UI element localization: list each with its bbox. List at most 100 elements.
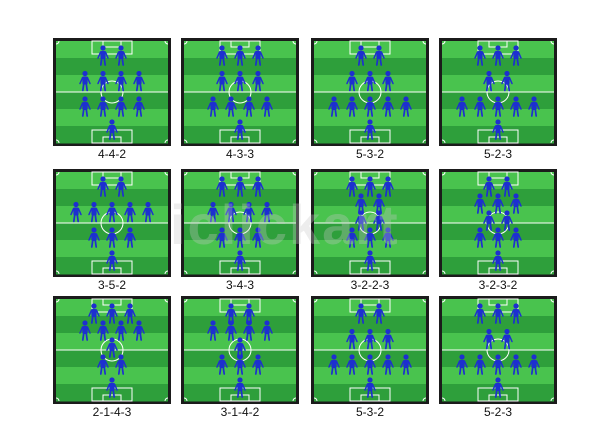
corner-arc	[550, 139, 555, 144]
bottom-goal-box	[360, 394, 380, 402]
formation-label: 3-4-3	[225, 278, 254, 292]
player-icon	[483, 70, 495, 92]
player-icon	[492, 96, 504, 117]
player-icon	[133, 96, 145, 117]
corner-arc	[164, 270, 169, 275]
corner-arc	[164, 171, 169, 176]
player-icon	[97, 45, 109, 66]
player-icon	[456, 96, 468, 117]
player-icon	[510, 354, 522, 375]
player-icon	[501, 328, 513, 350]
player-icon	[346, 70, 358, 92]
player-icon	[216, 176, 228, 197]
player-icon	[501, 176, 513, 197]
formation-label: 5-3-2	[355, 147, 384, 161]
player-icon	[346, 176, 358, 197]
pitch-stripe	[314, 384, 426, 402]
pitch-stripe	[442, 58, 554, 76]
pitch-stripe	[56, 189, 168, 207]
corner-arc	[55, 139, 60, 144]
player-icon	[106, 377, 118, 398]
player-icon	[207, 96, 219, 117]
pitch-stripe	[56, 41, 168, 59]
player-icon	[474, 193, 486, 214]
formation-label: 3-1-4-2	[220, 405, 260, 419]
player-icon	[234, 45, 246, 66]
formation-card: 5-3-2	[311, 38, 457, 162]
formation-label: 3-2-3-2	[478, 278, 518, 292]
pitch-stripe	[314, 367, 426, 385]
player-icon	[252, 176, 264, 197]
player-icon	[364, 377, 376, 398]
player-icon	[492, 45, 504, 66]
corner-arc	[313, 40, 318, 45]
pitch-stripe	[314, 299, 426, 317]
player-icon	[528, 354, 540, 375]
player-icon	[252, 70, 264, 92]
player-icon	[216, 45, 228, 66]
pitch-stripe	[314, 126, 426, 144]
player-icon	[355, 45, 367, 66]
formation-label: 5-3-2	[355, 405, 384, 419]
pitch-stripe	[184, 299, 296, 317]
corner-arc	[55, 298, 60, 303]
player-icon	[492, 377, 504, 398]
formation-label: 5-2-3	[483, 405, 512, 419]
player-icon	[216, 70, 228, 92]
player-icon	[106, 119, 118, 140]
pitch-stripe	[184, 189, 296, 207]
corner-arc	[441, 40, 446, 45]
pitch-stripe	[314, 189, 426, 207]
pitch-stripe	[442, 333, 554, 351]
pitch	[311, 38, 429, 146]
formation-label: 3-5-2	[97, 278, 126, 292]
player-icon	[115, 96, 127, 117]
corner-arc	[183, 40, 188, 45]
corner-arc	[422, 397, 427, 402]
player-icon	[115, 176, 127, 197]
pitch-stripe	[442, 367, 554, 385]
player-icon	[492, 193, 504, 214]
pitch	[439, 296, 557, 404]
player-icon	[97, 96, 109, 117]
corner-arc	[292, 40, 297, 45]
pitch	[53, 296, 171, 404]
pitch-stripe	[184, 126, 296, 144]
corner-arc	[313, 298, 318, 303]
player-icon	[124, 227, 136, 248]
pitch-stripe	[442, 316, 554, 334]
player-icon	[501, 210, 513, 231]
player-icon	[364, 354, 376, 375]
player-icon	[234, 354, 246, 375]
player-icon	[364, 250, 376, 271]
center-circle	[100, 80, 124, 104]
player-icon	[483, 328, 495, 350]
pitch	[439, 169, 557, 277]
player-icon	[474, 354, 486, 375]
player-icon	[261, 320, 273, 341]
corner-arc	[183, 171, 188, 176]
player-icon	[234, 119, 246, 140]
pitch	[181, 38, 299, 146]
corner-arc	[183, 270, 188, 275]
player-icon	[88, 227, 100, 248]
player-icon	[234, 227, 246, 248]
top-goal-box	[102, 171, 122, 179]
player-icon	[346, 227, 358, 248]
player-icon	[364, 328, 376, 350]
formation-card: 4-3-3	[181, 38, 327, 162]
player-icon	[483, 176, 495, 197]
corner-arc	[441, 171, 446, 176]
pitch-stripe	[56, 367, 168, 385]
player-icon	[400, 96, 412, 117]
corner-arc	[292, 298, 297, 303]
player-icon	[364, 70, 376, 92]
bottom-goal-box	[102, 136, 122, 144]
pitch-stripe	[442, 240, 554, 258]
player-icon	[382, 328, 394, 350]
pitch-stripe	[184, 58, 296, 76]
formation-card: 3-1-4-2	[181, 296, 327, 420]
pitch-stripe	[314, 240, 426, 258]
corner-arc	[55, 270, 60, 275]
formation-card: 5-2-3	[439, 38, 585, 162]
